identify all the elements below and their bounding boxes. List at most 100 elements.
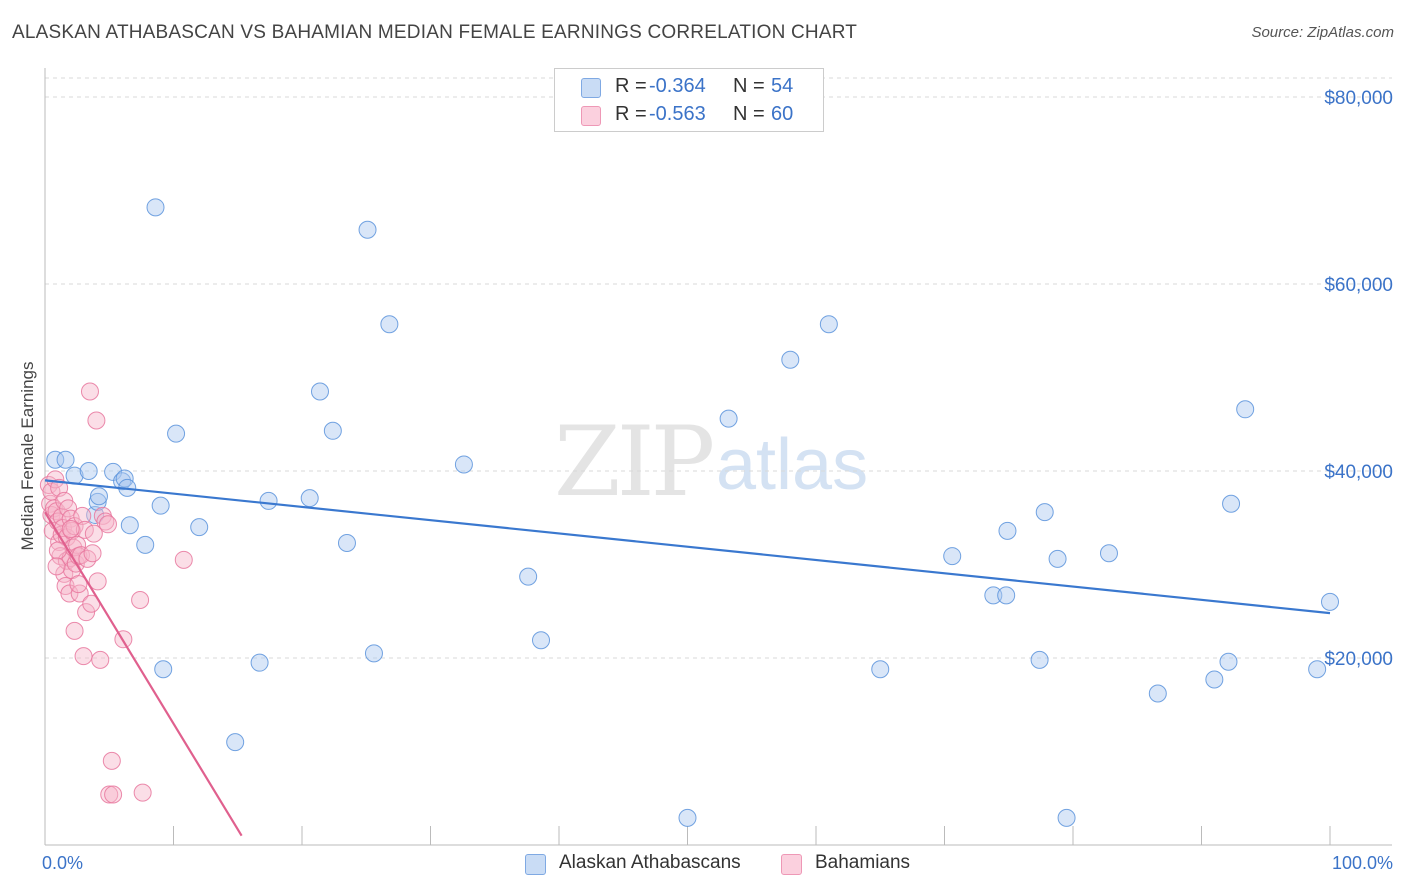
data-point-bahamian: [60, 584, 79, 603]
data-point-bahamian: [65, 621, 84, 640]
trend-lines: [44, 479, 1331, 837]
data-point-bahamian: [87, 411, 106, 430]
data-point-athabascan: [519, 567, 538, 586]
data-point-athabascan: [943, 547, 962, 566]
correlation-legend: R = -0.364 N = 54 R = -0.563 N = 60: [554, 68, 824, 132]
chart-title: ALASKAN ATHABASCAN VS BAHAMIAN MEDIAN FE…: [12, 22, 858, 43]
data-point-athabascan: [998, 521, 1017, 540]
data-point-athabascan: [1099, 544, 1118, 563]
data-point-athabascan: [380, 315, 399, 334]
legend-row-athabascan: R = -0.364 N = 54: [555, 73, 823, 101]
data-point-bahamian: [74, 647, 93, 666]
data-point-bahamian: [46, 470, 65, 489]
legend-n-value: 54: [771, 75, 794, 97]
data-point-athabascan: [997, 586, 1016, 605]
bottom-legend-swatch-pink: [781, 854, 802, 875]
legend-n-label: N =: [733, 75, 765, 97]
trend-line-bahamian: [44, 511, 243, 837]
data-point-athabascan: [454, 455, 473, 474]
data-point-athabascan: [46, 450, 65, 469]
data-point-athabascan: [1321, 592, 1339, 611]
data-point-bahamian: [80, 382, 99, 401]
y-tick-label: $40,000: [1324, 462, 1393, 483]
data-point-athabascan: [781, 350, 800, 369]
data-point-athabascan: [1219, 652, 1238, 671]
series-alaskan-athabascans: [46, 198, 1339, 827]
data-point-bahamian: [91, 650, 110, 669]
x-tick-label: 0.0%: [42, 853, 83, 873]
bottom-legend-swatch-blue: [525, 854, 546, 875]
data-point-athabascan: [1205, 670, 1224, 689]
data-point-athabascan: [819, 315, 838, 334]
data-point-bahamian: [83, 544, 102, 563]
data-point-bahamian: [84, 524, 103, 543]
data-point-athabascan: [146, 198, 165, 217]
data-point-bahamian: [98, 515, 117, 534]
data-point-athabascan: [719, 409, 738, 428]
data-point-athabascan: [300, 489, 319, 508]
data-point-bahamian: [70, 584, 89, 603]
legend-n-label: N =: [733, 103, 765, 125]
data-point-athabascan: [310, 382, 329, 401]
data-point-athabascan: [120, 516, 139, 535]
data-point-bahamian: [73, 506, 92, 525]
y-tick-label: $80,000: [1324, 88, 1393, 109]
data-point-bahamian: [174, 550, 193, 569]
data-point-athabascan: [250, 653, 269, 672]
legend-row-bahamian: R = -0.563 N = 60: [555, 101, 823, 129]
bottom-legend-label: Alaskan Athabascans: [559, 852, 741, 873]
data-point-athabascan: [678, 808, 697, 827]
grid-lines: [45, 77, 1392, 659]
data-point-athabascan: [56, 450, 75, 469]
legend-r-label: R =: [615, 75, 647, 97]
data-point-athabascan: [104, 462, 123, 481]
data-point-bahamian: [102, 751, 121, 770]
data-point-athabascan: [167, 424, 186, 443]
legend-r-label: R =: [615, 103, 647, 125]
data-point-bahamian: [75, 520, 94, 539]
data-point-bahamian: [48, 541, 67, 560]
watermark-zip: ZIP: [554, 406, 715, 518]
data-point-athabascan: [89, 487, 108, 506]
data-point-athabascan: [1048, 549, 1067, 568]
data-point-bahamian: [133, 783, 152, 802]
data-point-bahamian: [77, 603, 96, 622]
data-point-athabascan: [1057, 808, 1076, 827]
data-point-athabascan: [1236, 400, 1255, 419]
data-point-athabascan: [532, 631, 551, 650]
y-tick-label: $20,000: [1324, 649, 1393, 670]
data-point-bahamian: [47, 557, 66, 576]
data-point-athabascan: [1222, 494, 1241, 513]
data-point-bahamian: [59, 499, 78, 518]
data-point-athabascan: [79, 462, 98, 480]
data-point-bahamian: [131, 591, 150, 610]
data-point-athabascan: [337, 533, 356, 552]
data-point-bahamian: [88, 572, 107, 591]
data-point-bahamian: [100, 785, 119, 804]
trend-line-athabascan: [44, 479, 1331, 615]
data-point-bahamian: [69, 575, 88, 594]
data-point-bahamian: [61, 519, 80, 538]
bottom-legend-label: Bahamians: [815, 852, 911, 873]
data-point-athabascan: [1148, 684, 1167, 703]
data-point-athabascan: [358, 220, 377, 239]
tick-labels: $20,000 $40,000 $60,000 $80,000 0.0% 100.0%: [42, 88, 1393, 873]
data-point-athabascan: [136, 535, 155, 554]
data-point-athabascan: [871, 660, 890, 679]
legend-swatch-blue: [581, 78, 601, 98]
data-point-bahamian: [78, 549, 97, 568]
data-point-athabascan: [1308, 660, 1327, 679]
data-point-athabascan: [190, 518, 209, 537]
data-point-athabascan: [151, 496, 170, 515]
legend-r-value: -0.563: [649, 103, 706, 125]
watermark-atlas: atlas: [716, 425, 869, 505]
legend-swatch-pink: [581, 106, 601, 126]
y-tick-label: $60,000: [1324, 275, 1393, 296]
data-point-athabascan: [364, 644, 383, 663]
series-bahamians: [39, 382, 193, 804]
data-point-athabascan: [1030, 650, 1049, 669]
data-point-athabascan: [154, 660, 173, 679]
legend-n-value: 60: [771, 103, 794, 125]
source-note: Source: ZipAtlas.com: [1251, 24, 1394, 41]
